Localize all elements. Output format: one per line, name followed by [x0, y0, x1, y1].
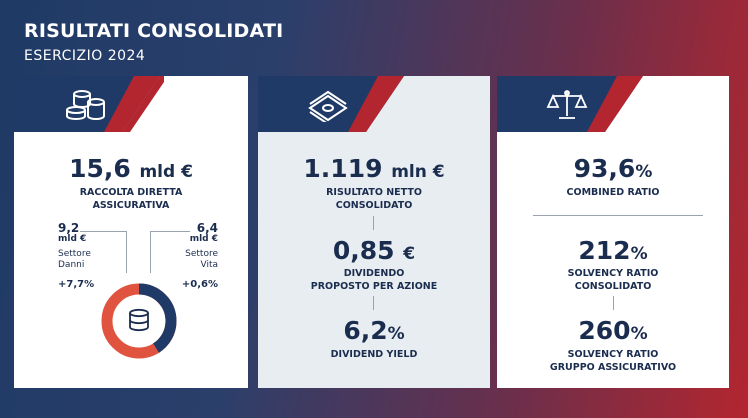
connector-line	[126, 231, 127, 273]
combined-value: 93,6%	[573, 154, 653, 183]
settore-danni: 9,2 mld € Settore Danni +7,7%	[58, 221, 95, 290]
raccolta-value: 15,6 mld €	[69, 154, 193, 183]
dividendo-label: DIVIDENDO PROPOSTO PER AZIONE	[310, 268, 438, 292]
solvency-gruppo-label: SOLVENCY RATIO GRUPPO ASSICURATIVO	[549, 349, 677, 373]
yield-value: 6,2%	[343, 316, 405, 345]
panel-raccolta: 15,6 mld € RACCOLTA DIRETTA ASSICURATIVA …	[14, 76, 248, 388]
divider	[613, 296, 614, 310]
connector-line	[80, 231, 126, 232]
panel-tab	[258, 76, 404, 132]
yield-label: DIVIDEND YIELD	[330, 349, 418, 360]
donut-chart	[101, 283, 177, 359]
combined-label: COMBINED RATIO	[566, 187, 660, 198]
divider	[373, 216, 374, 230]
scales-icon	[545, 88, 589, 126]
solvency-gruppo-value: 260%	[578, 316, 648, 345]
panel-solvency: 93,6% COMBINED RATIO 212% SOLVENCY RATIO…	[497, 76, 729, 388]
coins-icon	[62, 88, 110, 126]
risultato-label: RISULTATO NETTO CONSOLIDATO	[326, 187, 422, 211]
database-icon	[129, 308, 149, 332]
panel-risultato: 1.119 mln € RISULTATO NETTO CONSOLIDATO 0…	[258, 76, 490, 388]
dividendo-value: 0,85 €	[332, 236, 416, 265]
solvency-consolidato-value: 212%	[578, 236, 648, 265]
panel-tab	[14, 76, 164, 132]
page-title: RISULTATI CONSOLIDATI	[24, 20, 284, 42]
divider	[533, 215, 703, 216]
connector-line	[150, 231, 190, 232]
solvency-consolidato-label: SOLVENCY RATIO CONSOLIDATO	[567, 268, 659, 292]
banknotes-icon	[306, 88, 350, 126]
connector-line	[150, 231, 151, 273]
risultato-value: 1.119 mln €	[303, 154, 445, 183]
raccolta-label: RACCOLTA DIRETTA ASSICURATIVA	[79, 187, 183, 211]
panel-tab	[497, 76, 643, 132]
divider	[373, 296, 374, 310]
settore-vita: 6,4 mld € Settore Vita +0,6%	[181, 221, 218, 290]
page-subtitle: ESERCIZIO 2024	[24, 48, 146, 64]
